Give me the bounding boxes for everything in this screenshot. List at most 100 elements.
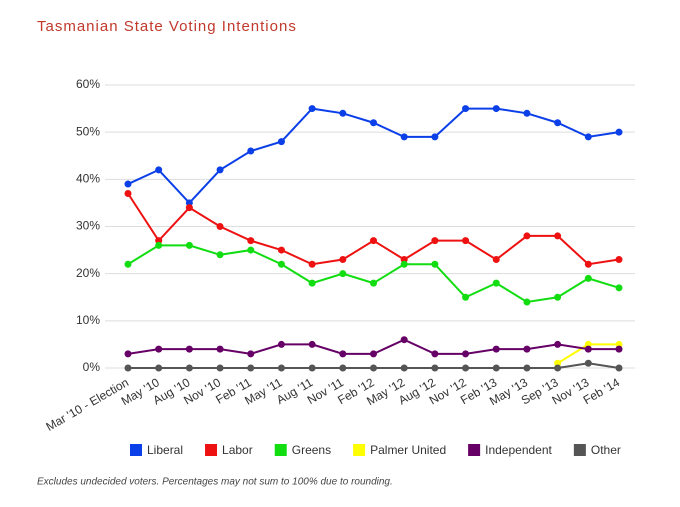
legend-label: Labor [222, 443, 253, 457]
point [554, 232, 562, 240]
point [462, 293, 470, 301]
point [400, 364, 408, 372]
point [523, 364, 531, 372]
point [492, 345, 500, 353]
point [492, 364, 500, 372]
point [554, 293, 562, 301]
point [277, 260, 285, 268]
point [277, 246, 285, 254]
point [216, 223, 224, 230]
y-tick-label: 60% [76, 77, 100, 91]
point [216, 345, 224, 353]
point [584, 260, 592, 268]
legend-swatch [573, 444, 586, 456]
point [431, 350, 439, 358]
point [615, 128, 623, 136]
point [554, 340, 562, 348]
point [523, 232, 531, 240]
point [155, 166, 163, 174]
point [554, 364, 562, 372]
point [277, 364, 285, 372]
point [247, 237, 255, 245]
footnote: Excludes undecided voters. Percentages m… [37, 477, 393, 488]
y-tick-label: 20% [76, 266, 100, 280]
x-tick-label: Mar '10 - Election [44, 375, 132, 434]
legend-label: Greens [292, 443, 331, 457]
point [124, 364, 132, 372]
point [308, 340, 316, 348]
legend-swatch [205, 444, 218, 456]
point [370, 350, 377, 358]
y-tick-label: 30% [76, 219, 100, 233]
point [277, 138, 285, 146]
legend-swatch [353, 444, 366, 456]
y-tick-label: 0% [83, 360, 101, 374]
point [339, 270, 347, 278]
legend-label: Liberal [147, 443, 183, 457]
point [492, 256, 500, 264]
point [370, 119, 377, 127]
point [492, 279, 500, 287]
point [185, 241, 193, 249]
point [400, 336, 408, 344]
point [584, 274, 592, 282]
point [431, 364, 439, 372]
point [308, 260, 316, 268]
point [124, 260, 132, 268]
point [155, 241, 163, 249]
point [370, 279, 377, 287]
point [124, 350, 132, 358]
y-tick-label: 10% [76, 313, 100, 327]
point [400, 133, 408, 141]
point [185, 345, 193, 353]
point [370, 364, 377, 372]
point [370, 237, 377, 245]
point [308, 105, 316, 113]
point [339, 256, 347, 264]
point [431, 260, 439, 268]
point [185, 364, 193, 372]
point [339, 350, 347, 358]
point [308, 279, 316, 287]
point [523, 345, 531, 353]
point [615, 345, 623, 353]
point [462, 105, 470, 113]
point [247, 364, 255, 372]
point [462, 364, 470, 372]
point [615, 284, 623, 292]
legend-swatch [274, 444, 287, 456]
point [523, 298, 531, 306]
point [124, 180, 132, 188]
point [308, 364, 316, 372]
point [277, 340, 285, 348]
point [216, 364, 224, 372]
point [124, 189, 132, 197]
legend-swatch [130, 444, 142, 456]
point [216, 166, 224, 174]
point [431, 133, 439, 141]
point [584, 359, 592, 367]
point [431, 237, 439, 245]
series-line [127, 192, 620, 266]
point [615, 256, 623, 264]
point [339, 109, 347, 117]
legend-label: Other [591, 443, 621, 457]
point [615, 364, 623, 372]
point [462, 350, 470, 358]
y-tick-label: 40% [76, 172, 100, 186]
point [554, 119, 562, 127]
point [185, 204, 193, 212]
legend-label: Independent [485, 443, 552, 457]
point [247, 350, 255, 358]
point [247, 246, 255, 254]
point [584, 133, 592, 141]
legend-swatch [468, 444, 481, 456]
point [462, 237, 470, 245]
point [216, 251, 224, 259]
point [155, 345, 163, 353]
y-tick-label: 50% [76, 124, 100, 138]
point [339, 364, 347, 372]
chart-title: Tasmanian State Voting Intentions [37, 18, 297, 35]
point [584, 345, 592, 353]
